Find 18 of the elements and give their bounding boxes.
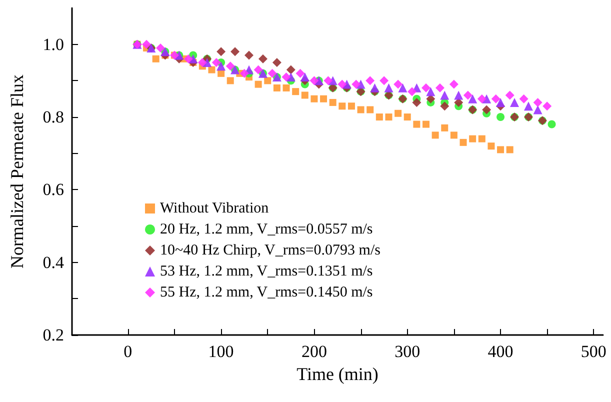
x-tick-label: 200 (301, 342, 327, 361)
legend-label: 55 Hz, 1.2 mm, V_rms=0.1450 m/s (160, 284, 373, 300)
x-tick-label: 300 (394, 342, 420, 361)
legend-label: 20 Hz, 1.2 mm, V_rms=0.0557 m/s (160, 222, 373, 238)
y-tick-label: 0.8 (42, 108, 64, 126)
x-axis-title: Time (min) (296, 364, 378, 384)
y-tick-label: 0.2 (42, 326, 64, 344)
y-axis-title: Normalized Permeate Flux (7, 74, 27, 268)
x-tick-label: 400 (488, 342, 514, 361)
y-tick-label: 1.0 (42, 34, 64, 54)
y-tick-label: 0.6 (42, 180, 64, 200)
y-tick-label: 0.4 (42, 252, 64, 272)
x-tick-label: 500 (580, 342, 606, 361)
legend-label: 10~40 Hz Chirp, V_rms=0.0793 m/s (160, 242, 381, 258)
x-tick-label: 0 (124, 342, 132, 361)
x-tick-label: 100 (208, 342, 234, 361)
legend-label: 53 Hz, 1.2 mm, V_rms=0.1351 m/s (160, 264, 373, 280)
legend-label: Without Vibration (160, 200, 270, 216)
